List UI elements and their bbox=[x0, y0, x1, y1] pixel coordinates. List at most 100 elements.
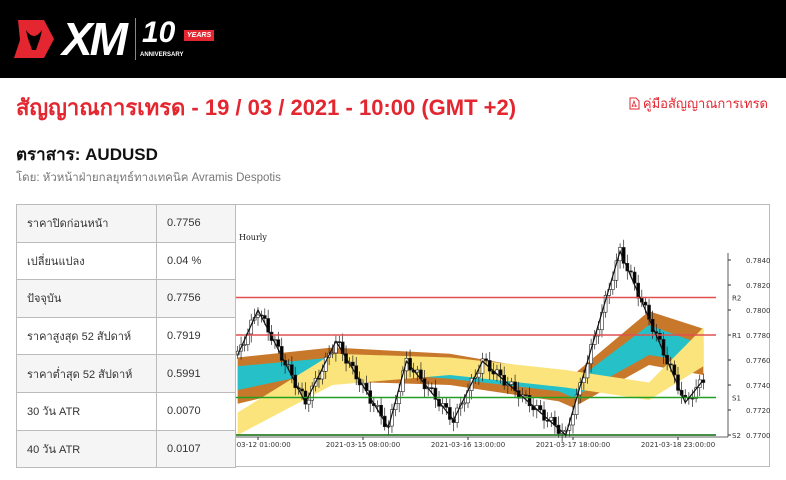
level-label-r2: R2 bbox=[732, 295, 741, 303]
level-label-r1: R1 bbox=[732, 332, 741, 340]
anniversary-badge: 10 YEARS ANNIVERSARY bbox=[135, 18, 235, 60]
author-line: โดย: หัวหน้าฝ่ายกลยุทธ์ทางเทคนิค Avramis… bbox=[16, 172, 281, 184]
candle bbox=[498, 369, 503, 376]
x-tick-label: 2021-03-18 23:00:00 bbox=[641, 441, 715, 449]
y-tick-label: 0.7820 bbox=[746, 282, 770, 290]
candle bbox=[286, 364, 291, 367]
stats-row: ราคาต่ำสุด 52 สัปดาห์ 0.5991 bbox=[16, 354, 236, 393]
stat-label: ปัจจุบัน bbox=[16, 279, 157, 318]
site-header: XM 10 YEARS ANNIVERSARY bbox=[0, 0, 786, 78]
y-tick-label: 0.7700 bbox=[746, 432, 770, 440]
stat-value: 0.04 % bbox=[156, 241, 236, 281]
stat-value: 0.0107 bbox=[156, 429, 236, 469]
candle bbox=[524, 394, 528, 397]
x-tick-label: 21-03-12 01:00:00 bbox=[236, 441, 291, 449]
candle bbox=[538, 405, 543, 411]
candle bbox=[643, 301, 648, 306]
bull-logo-icon bbox=[14, 20, 54, 58]
ma-band-2 bbox=[237, 327, 704, 435]
y-tick-label: 0.7840 bbox=[746, 257, 770, 265]
candle bbox=[484, 358, 488, 361]
anniversary-label: ANNIVERSARY bbox=[140, 52, 184, 58]
stat-label: 30 วัน ATR bbox=[16, 391, 157, 431]
candle bbox=[509, 381, 514, 385]
candle bbox=[611, 279, 615, 290]
anniversary-years: YEARS bbox=[184, 30, 215, 41]
page-title: สัญญาณการเทรด - 19 / 03 / 2021 - 10:00 (… bbox=[16, 95, 517, 120]
y-tick-label: 0.7720 bbox=[746, 407, 770, 415]
stats-row: 40 วัน ATR 0.0107 bbox=[16, 429, 236, 469]
stats-row: ราคาสูงสุด 52 สัปดาห์ 0.7919 bbox=[16, 316, 236, 356]
candle bbox=[242, 344, 247, 346]
chart-title: Hourly bbox=[239, 233, 267, 242]
candle bbox=[307, 399, 311, 405]
candle bbox=[429, 387, 434, 389]
y-tick-label: 0.7800 bbox=[746, 307, 770, 315]
candle bbox=[320, 370, 325, 380]
candle bbox=[487, 360, 492, 372]
candle bbox=[549, 416, 554, 421]
pdf-icon bbox=[629, 97, 640, 110]
candle bbox=[351, 361, 355, 367]
level-label-s2: S2 bbox=[732, 432, 741, 440]
signal-guide-link[interactable]: คู่มือสัญญาณการเทรด bbox=[629, 93, 768, 114]
candle bbox=[585, 363, 590, 379]
y-tick-label: 0.7740 bbox=[746, 382, 770, 390]
candle bbox=[375, 404, 380, 407]
candle bbox=[262, 315, 267, 319]
stats-table: ราคาปิดก่อนหน้า 0.7756 เปลี่ยนแปลง 0.04 % ปั… bbox=[16, 204, 236, 469]
candle bbox=[672, 364, 677, 376]
candle bbox=[256, 314, 260, 318]
candle bbox=[629, 270, 633, 273]
stat-label: ราคาปิดก่อนหน้า bbox=[16, 204, 157, 243]
stat-value: 0.0070 bbox=[156, 391, 236, 431]
candle bbox=[658, 332, 662, 340]
candle bbox=[340, 341, 345, 354]
stat-label: เปลี่ยนแปลง bbox=[16, 241, 157, 281]
candle bbox=[337, 341, 342, 343]
level-label-s1: S1 bbox=[732, 395, 741, 403]
price-chart-svg: R2 R1 S1 S2 0.7700 0.7720 0.7740 0.7760 0.7780 0.… bbox=[236, 233, 770, 449]
candle bbox=[266, 318, 270, 333]
stat-value: 0.7756 bbox=[156, 279, 236, 318]
candle bbox=[444, 403, 449, 408]
candle bbox=[480, 358, 485, 374]
candle bbox=[578, 382, 583, 396]
signal-guide-label: คู่มือสัญญาณการเทรด bbox=[642, 96, 768, 111]
stat-value: 0.7919 bbox=[156, 316, 236, 356]
candle bbox=[571, 414, 575, 426]
x-tick-label: 2021-03-15 08:00:00 bbox=[326, 441, 400, 449]
stat-label: 40 วัน ATR bbox=[16, 429, 157, 469]
stat-value: 0.7756 bbox=[156, 204, 236, 243]
candle bbox=[330, 352, 335, 355]
candle bbox=[300, 388, 304, 392]
stat-value: 0.5991 bbox=[156, 354, 236, 393]
x-tick-label: 2021-03-16 13:00:00 bbox=[431, 441, 505, 449]
x-tick-label: 2021-03-17 18:00:00 bbox=[536, 441, 610, 449]
y-tick-label: 0.7780 bbox=[746, 332, 770, 340]
logo-text: XM bbox=[62, 13, 128, 65]
zigzag-line bbox=[237, 249, 704, 437]
candle bbox=[415, 369, 420, 373]
candle bbox=[462, 402, 467, 405]
candle bbox=[276, 339, 281, 347]
stat-label: ราคาสูงสุด 52 สัปดาห์ bbox=[16, 316, 157, 356]
candle bbox=[596, 329, 601, 337]
y-tick-label: 0.7760 bbox=[746, 357, 770, 365]
candle bbox=[668, 363, 673, 366]
candle bbox=[433, 387, 438, 400]
candle bbox=[477, 372, 481, 378]
stats-row: ปัจจุบัน 0.7756 bbox=[16, 279, 236, 318]
instrument-title: ตราสาร: AUDUSD bbox=[16, 145, 158, 164]
candle bbox=[632, 271, 637, 284]
candle bbox=[246, 333, 250, 345]
stats-row: ราคาปิดก่อนหน้า 0.7756 bbox=[16, 204, 236, 243]
anniversary-number: 10 bbox=[142, 16, 176, 49]
candle bbox=[694, 387, 698, 399]
stats-row: 30 วัน ATR 0.0070 bbox=[16, 391, 236, 431]
stats-row: เปลี่ยนแปลง 0.04 % bbox=[16, 241, 236, 281]
price-chart: R2 R1 S1 S2 0.7700 0.7720 0.7740 0.7760 0.7780 0.… bbox=[236, 204, 770, 467]
candle bbox=[527, 395, 532, 407]
xm-logo[interactable]: XM 10 YEARS ANNIVERSARY bbox=[14, 13, 235, 65]
stat-label: ราคาต่ำสุด 52 สัปดาห์ bbox=[16, 354, 157, 393]
